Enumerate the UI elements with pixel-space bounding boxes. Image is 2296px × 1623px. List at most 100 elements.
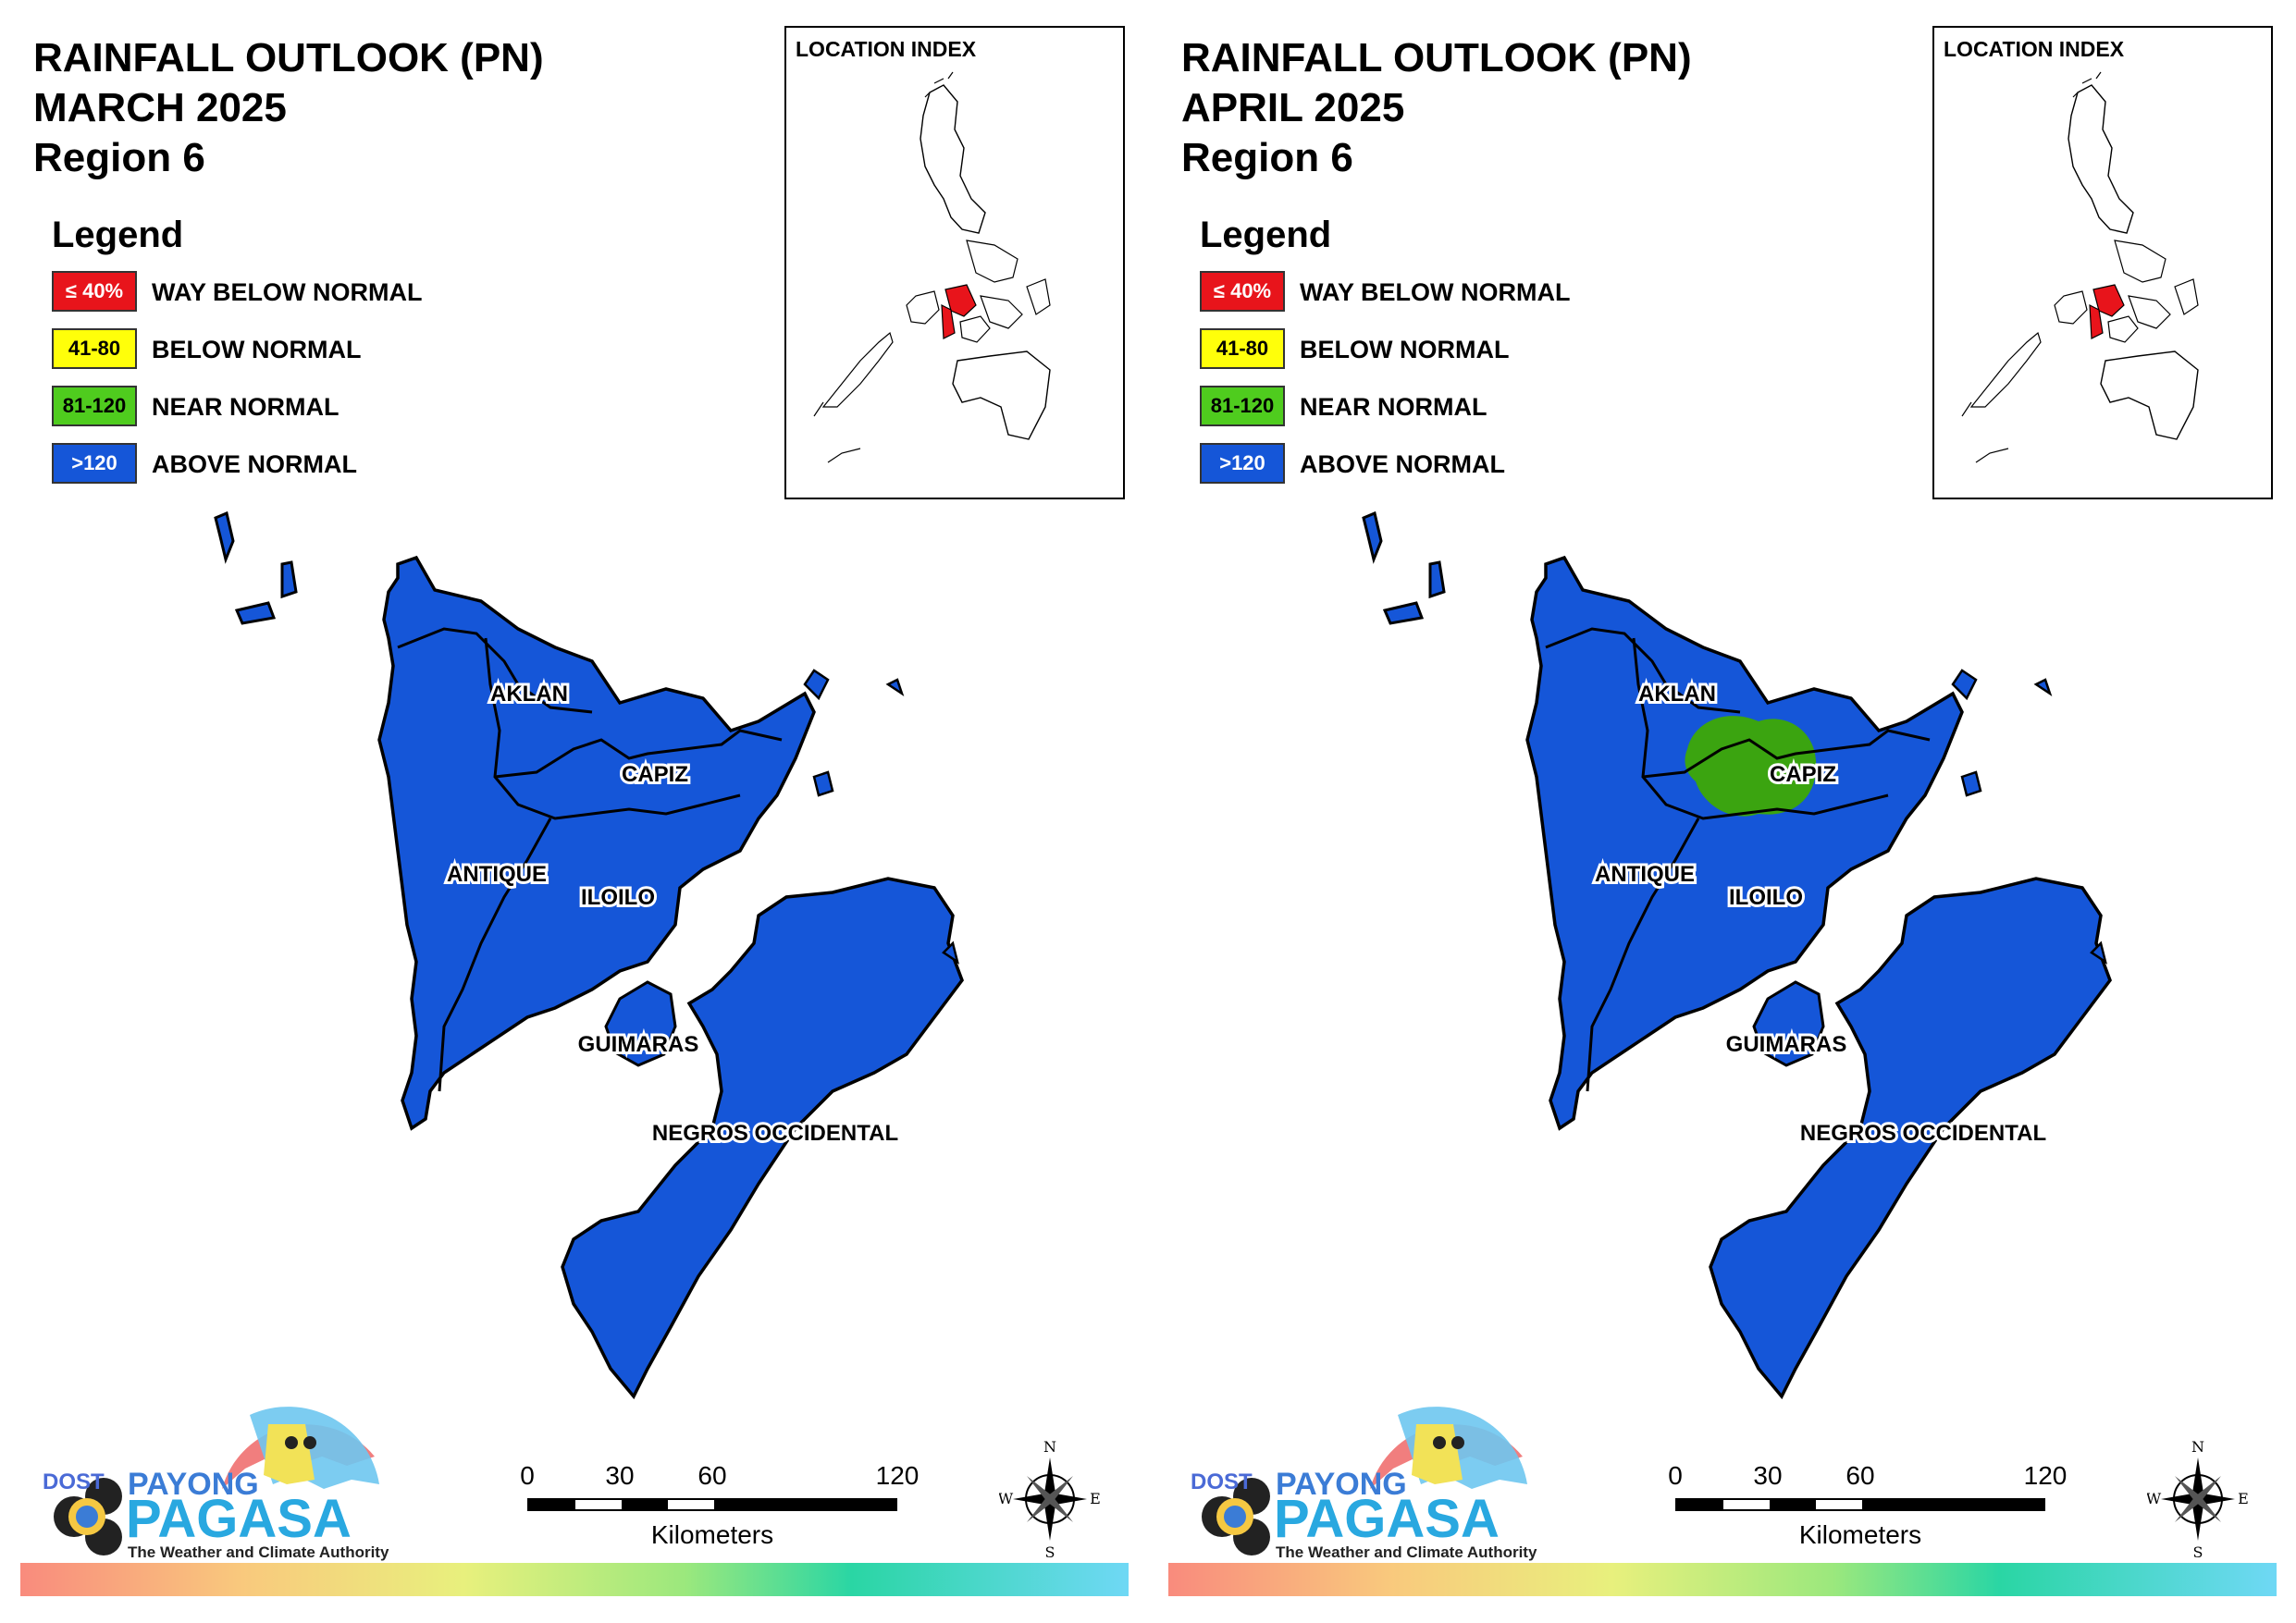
scale-tick: 120 bbox=[2023, 1461, 2068, 1490]
negros-occidental bbox=[561, 877, 964, 1400]
scale-tick: 30 bbox=[605, 1461, 635, 1490]
compass-s: S bbox=[1045, 1543, 1055, 1559]
compass-e: E bbox=[1090, 1490, 1101, 1507]
province-label-iloilo: ILOILO bbox=[1729, 885, 1803, 910]
compass-s: S bbox=[2193, 1543, 2203, 1559]
legend-swatch: ≤ 40% bbox=[1200, 271, 1285, 312]
island-sibay bbox=[1428, 560, 1446, 599]
legend-swatch: 41-80 bbox=[52, 328, 137, 369]
scale-bar-graphic bbox=[527, 1498, 897, 1511]
scale-tick: 0 bbox=[520, 1461, 535, 1490]
scale-bar-graphic bbox=[1675, 1498, 2045, 1511]
province-label-capiz: CAPIZ bbox=[622, 762, 688, 787]
footer-gradient-strip bbox=[20, 1563, 1129, 1596]
panay-island bbox=[377, 555, 816, 1131]
aklan-boundary bbox=[1545, 627, 1741, 714]
province-label-aklan: AKLAN bbox=[490, 682, 568, 707]
title-line-3: Region 6 bbox=[1181, 135, 1353, 180]
map-title: RAINFALL OUTLOOK (PN) MARCH 2025 Region … bbox=[33, 33, 544, 183]
province-label-iloilo: ILOILO bbox=[581, 885, 655, 910]
map-title: RAINFALL OUTLOOK (PN) APRIL 2025 Region … bbox=[1181, 33, 1692, 183]
legend-swatch: 81-120 bbox=[1200, 386, 1285, 426]
island-caluya bbox=[234, 601, 277, 625]
province-label-aklan: AKLAN bbox=[1638, 682, 1716, 707]
legend-item-way-below-normal: ≤ 40% WAY BELOW NORMAL bbox=[52, 271, 423, 328]
legend-title: Legend bbox=[1200, 215, 1332, 255]
scale-tick: 60 bbox=[697, 1461, 727, 1490]
aklan-boundary bbox=[397, 627, 593, 714]
guimaras-island bbox=[1752, 980, 1825, 1067]
legend-item-above-normal: >120 ABOVE NORMAL bbox=[1200, 443, 1505, 500]
compass-n: N bbox=[2191, 1439, 2204, 1456]
capiz-boundary bbox=[494, 729, 783, 779]
compass-rose-icon: N S E W bbox=[999, 1439, 1101, 1559]
compass-rose-icon: N S E W bbox=[2147, 1439, 2249, 1559]
province-label-guimaras: GUIMARAS bbox=[1726, 1032, 1847, 1057]
compass-n: N bbox=[1043, 1439, 1056, 1456]
title-line-1: RAINFALL OUTLOOK (PN) bbox=[33, 35, 544, 80]
logo-dost: DOST bbox=[1191, 1469, 1253, 1494]
province-label-guimaras: GUIMARAS bbox=[578, 1032, 699, 1057]
legend-item-above-normal: >120 ABOVE NORMAL bbox=[52, 443, 357, 500]
province-label-negros-occidental: NEGROS OCCIDENTAL bbox=[652, 1121, 898, 1146]
legend-swatch: ≤ 40% bbox=[52, 271, 137, 312]
logo-pagasa: PAGASA bbox=[1274, 1489, 1500, 1549]
legend: Legend ≤ 40% WAY BELOW NORMAL 41-80 BELO… bbox=[52, 215, 423, 500]
island-sibay bbox=[280, 560, 298, 599]
scale-unit: Kilometers bbox=[650, 1520, 774, 1549]
legend-label: BELOW NORMAL bbox=[152, 336, 362, 363]
map-panel-april: RAINFALL OUTLOOK (PN) APRIL 2025 Region … bbox=[1148, 0, 2296, 1623]
location-index-inset: LOCATION INDEX bbox=[784, 26, 1125, 499]
region6-map: AKLAN CAPIZ ANTIQUE ILOILO GUIMARAS NEGR… bbox=[214, 510, 964, 1400]
location-index-inset: LOCATION INDEX bbox=[1932, 26, 2273, 499]
legend-title: Legend bbox=[52, 215, 184, 255]
negros-occidental bbox=[1709, 877, 2112, 1400]
legend-label: NEAR NORMAL bbox=[1300, 393, 1487, 421]
province-label-antique: ANTIQUE bbox=[447, 862, 547, 887]
island-semirara bbox=[214, 510, 235, 564]
title-line-1: RAINFALL OUTLOOK (PN) bbox=[1181, 35, 1692, 80]
antique-boundary bbox=[1586, 818, 1700, 1092]
philippines-inset-map bbox=[1961, 71, 2199, 463]
title-line-2: APRIL 2025 bbox=[1181, 85, 1405, 130]
legend-item-near-normal: 81-120 NEAR NORMAL bbox=[1200, 386, 1487, 443]
scale-tick: 30 bbox=[1753, 1461, 1783, 1490]
pagasa-logo: DOST PAYONG PAGASA The Weather and Clima… bbox=[1191, 1407, 1537, 1561]
philippines-inset-map bbox=[813, 71, 1051, 463]
province-label-negros-occidental: NEGROS OCCIDENTAL bbox=[1800, 1121, 2046, 1146]
antique-boundary bbox=[438, 818, 552, 1092]
region6-map: AKLAN CAPIZ ANTIQUE ILOILO GUIMARAS NEGR… bbox=[1362, 510, 2112, 1400]
inset-title: LOCATION INDEX bbox=[1944, 37, 2125, 61]
logo-payong: PAYONG bbox=[128, 1467, 259, 1502]
legend-swatch: 81-120 bbox=[52, 386, 137, 426]
near-normal-area bbox=[1685, 716, 1817, 817]
legend-item-below-normal: 41-80 BELOW NORMAL bbox=[1200, 328, 1509, 386]
compass-e: E bbox=[2238, 1490, 2249, 1507]
minor-islands bbox=[803, 669, 959, 965]
legend-label: BELOW NORMAL bbox=[1300, 336, 1510, 363]
scale-unit: Kilometers bbox=[1798, 1520, 1922, 1549]
province-label-antique: ANTIQUE bbox=[1595, 862, 1695, 887]
logo-tagline: The Weather and Climate Authority bbox=[1276, 1543, 1537, 1561]
province-label-capiz: CAPIZ bbox=[1770, 762, 1836, 787]
compass-w: W bbox=[999, 1490, 1014, 1507]
legend-label: ABOVE NORMAL bbox=[1300, 450, 1505, 478]
island-semirara bbox=[1362, 510, 1383, 564]
scale-bar: 0 30 60 120 Kilometers bbox=[520, 1461, 919, 1549]
legend-item-near-normal: 81-120 NEAR NORMAL bbox=[52, 386, 339, 443]
legend-swatch: >120 bbox=[52, 443, 137, 484]
legend-label: WAY BELOW NORMAL bbox=[1300, 278, 1571, 306]
iloilo-boundary bbox=[1632, 637, 1889, 820]
legend-item-below-normal: 41-80 BELOW NORMAL bbox=[52, 328, 361, 386]
compass-w: W bbox=[2147, 1490, 2162, 1507]
title-line-3: Region 6 bbox=[33, 135, 205, 180]
legend: Legend ≤ 40% WAY BELOW NORMAL 41-80 BELO… bbox=[1200, 215, 1571, 500]
pagasa-logo: DOST PAYONG PAGASA The Weather and Clima… bbox=[43, 1407, 389, 1561]
logo-tagline: The Weather and Climate Authority bbox=[128, 1543, 389, 1561]
logo-dost: DOST bbox=[43, 1469, 105, 1494]
minor-islands bbox=[1951, 669, 2107, 965]
legend-swatch: >120 bbox=[1200, 443, 1285, 484]
legend-label: NEAR NORMAL bbox=[152, 393, 339, 421]
scale-tick: 120 bbox=[875, 1461, 920, 1490]
iloilo-boundary bbox=[484, 637, 741, 820]
